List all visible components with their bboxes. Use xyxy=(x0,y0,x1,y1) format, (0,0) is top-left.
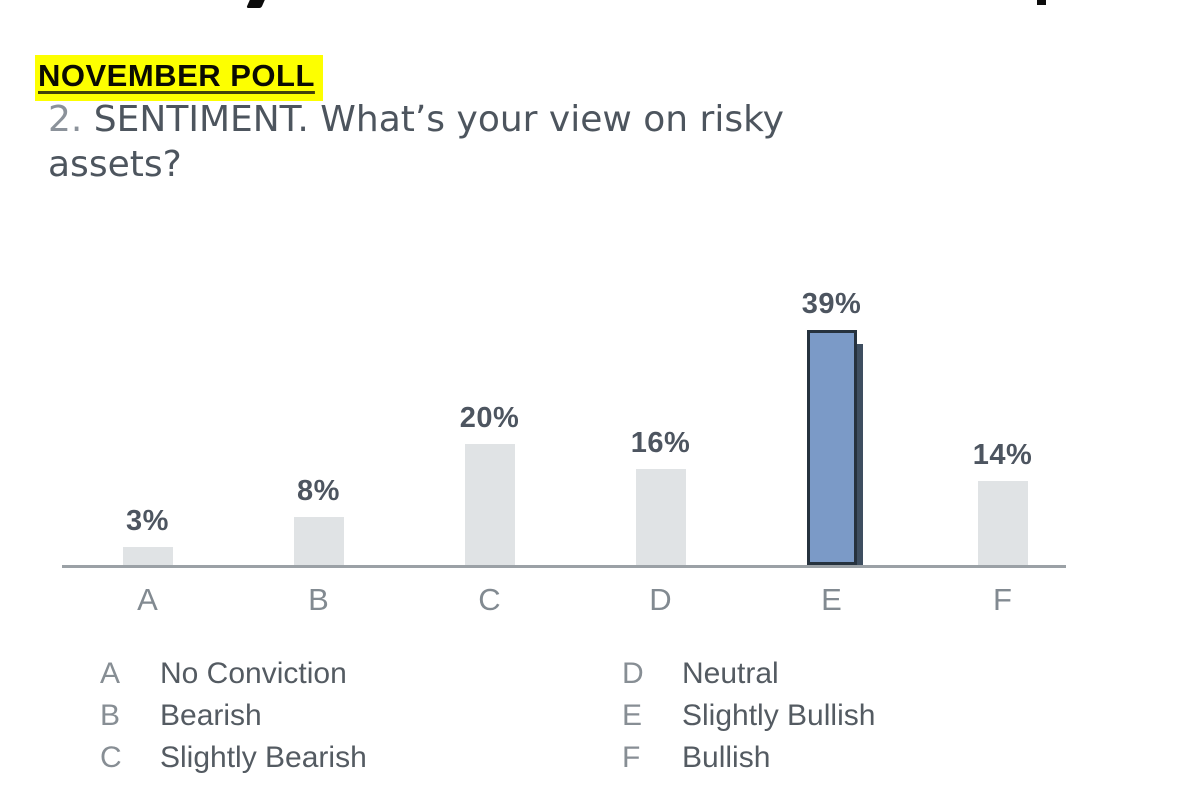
x-axis-line xyxy=(62,565,1066,568)
chart-column-d: 16% xyxy=(575,270,746,565)
legend-key: D xyxy=(622,657,644,690)
legend-item: E Slightly Bullish xyxy=(622,695,875,737)
chart-column-f: 14% xyxy=(917,270,1088,565)
legend-label: Slightly Bearish xyxy=(160,741,367,774)
legend-item: D Neutral xyxy=(622,653,875,695)
legend-label: Neutral xyxy=(682,657,779,690)
chart-column-e: 39% xyxy=(746,270,917,565)
chart-column-b: 8% xyxy=(233,270,404,565)
bar-f xyxy=(977,481,1028,565)
bar-value-label: 20% xyxy=(459,402,520,434)
bar-value-label: 3% xyxy=(126,505,169,537)
question-number: 2. xyxy=(48,99,83,140)
legend-key: F xyxy=(622,741,641,774)
cropped-text-fragment-right xyxy=(1037,0,1046,5)
legend-left-column: A No Conviction B Bearish C Slightly Bea… xyxy=(100,653,367,779)
chart-column-a: 3% xyxy=(62,270,233,565)
category-label-e: E xyxy=(821,582,842,617)
legend-key: B xyxy=(100,699,121,732)
bar-a xyxy=(122,547,173,565)
bar-b xyxy=(293,517,344,565)
category-label-b: B xyxy=(308,582,329,617)
question-title: 2. SENTIMENT. What’s your view on risky … xyxy=(48,97,908,187)
legend-label: Slightly Bullish xyxy=(682,699,876,732)
category-label-d: D xyxy=(649,582,672,617)
category-label-f: F xyxy=(993,582,1012,617)
bar-c xyxy=(464,444,515,565)
question-text: SENTIMENT. What’s your view on risky ass… xyxy=(48,99,784,185)
category-axis: A B C D E F xyxy=(62,582,1088,618)
category-label-a: A xyxy=(137,582,158,617)
legend-item: A No Conviction xyxy=(100,653,367,695)
cropped-text-fragment-left xyxy=(246,0,265,8)
legend-right-column: D Neutral E Slightly Bullish F Bullish xyxy=(622,653,875,779)
legend-key: A xyxy=(100,657,121,690)
category-label-c: C xyxy=(478,582,501,617)
poll-heading: NOVEMBER POLL xyxy=(35,55,323,101)
bar-chart: 3% 8% 20% 16% 39% 14% xyxy=(62,270,1088,565)
legend-label: No Conviction xyxy=(160,657,347,690)
bar-value-label: 39% xyxy=(801,288,862,320)
chart-column-c: 20% xyxy=(404,270,575,565)
legend-item: F Bullish xyxy=(622,737,875,779)
legend-key: E xyxy=(622,699,643,732)
bar-value-label: 8% xyxy=(297,475,340,507)
bar-e-highlighted xyxy=(806,330,863,565)
legend-label: Bearish xyxy=(160,699,262,732)
bar-value-label: 14% xyxy=(972,439,1033,471)
bar-value-label: 16% xyxy=(630,427,691,459)
legend-item: C Slightly Bearish xyxy=(100,737,367,779)
bar-d xyxy=(635,469,686,565)
legend-label: Bullish xyxy=(682,741,771,774)
legend-item: B Bearish xyxy=(100,695,367,737)
legend-key: C xyxy=(100,741,122,774)
